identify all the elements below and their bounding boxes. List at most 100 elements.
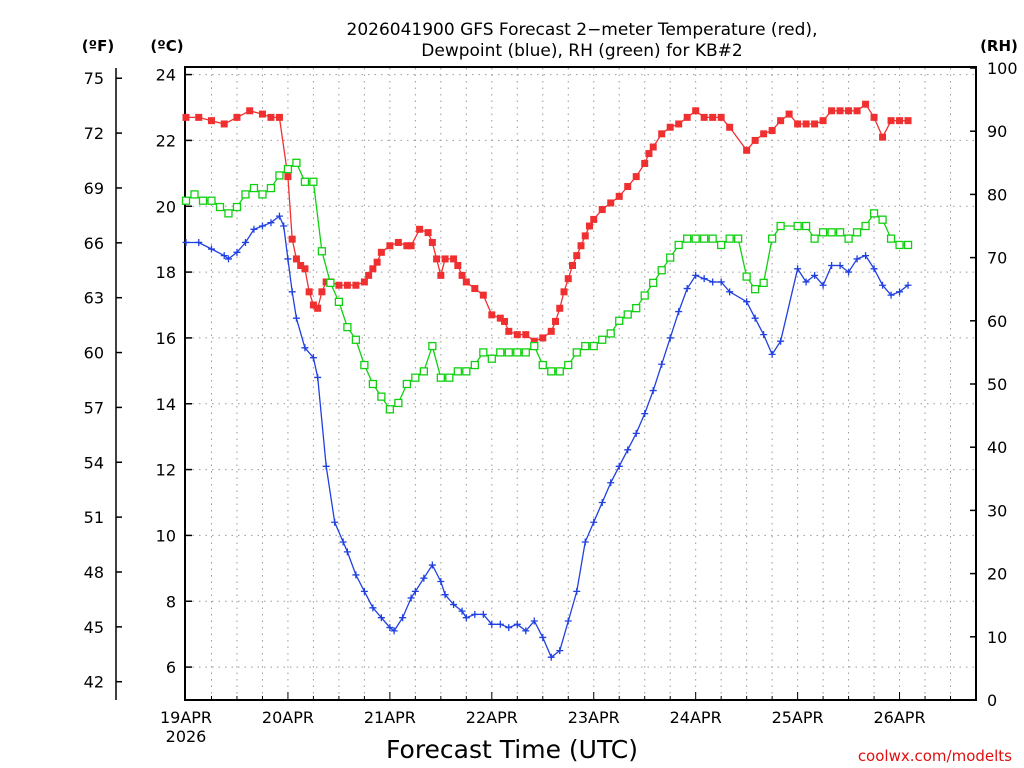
temperature-point [428,238,436,246]
temperature-point [403,242,411,250]
temperature-point [573,252,581,260]
dewpoint-point [530,617,538,625]
dewpoint-point [314,373,322,381]
temperature-point [373,258,381,266]
dewpoint-point [802,278,810,286]
dewpoint-point [352,571,360,579]
fahrenheit-tick-label: 48 [84,563,104,582]
dewpoint-point [887,291,895,299]
x-tick-label: 21APR [364,708,416,727]
chart-title-line-2: Dewpoint (blue), RH (green) for KB#2 [421,41,742,61]
rh-point [852,228,862,237]
dewpoint-point [420,574,428,582]
temperature-point [496,314,504,322]
dewpoint-point [573,587,581,595]
x-tick-label: 25APR [772,708,824,727]
rh-point [547,367,556,376]
dewpoint-point [505,624,513,632]
celsius-tick-label: 22 [156,131,176,150]
rh-point [708,234,717,243]
celsius-tick-label: 8 [166,592,176,611]
temperature-point [560,288,568,296]
temperature-point [649,143,657,151]
rh-point [470,360,479,370]
dewpoint-point [360,587,368,595]
temperature-point [743,146,751,154]
dewpoint-point [339,538,347,546]
temperature-point [416,225,424,233]
temperature-point [437,271,445,279]
rh-point [801,221,811,231]
dewpoint-point [794,265,802,273]
rh-point [700,234,709,243]
temperature-point [513,331,521,339]
rh-point [445,373,454,382]
rh-point [666,253,675,262]
rh-point [734,234,743,243]
temperature-point [645,150,653,158]
plot-frame [184,66,977,701]
rh-point [572,348,581,357]
fahrenheit-tick-label: 57 [84,398,104,417]
rh-point [895,240,904,250]
rh-point [436,373,445,382]
dewpoint-point [407,594,415,602]
dewpoint-point [513,620,521,628]
dewpoint-point [828,262,836,269]
fahrenheit-tick-label: 60 [84,344,104,363]
rh-point [258,190,267,199]
rh-point [861,221,870,231]
rh-point [683,234,692,243]
dewpoint-point [258,222,266,230]
temperature-point [301,265,309,273]
temperature-point [598,206,606,214]
temperature-point [335,281,343,289]
x-axis-label: Forecast Time (UTC) [386,735,638,764]
temperature-point [581,232,589,240]
rh-point [878,215,887,224]
temperature-point [182,113,190,121]
rh-point [776,221,785,231]
temperature-point [377,248,385,256]
temperature-point [556,304,564,312]
rh-point [496,348,505,357]
temperature-point [233,113,241,121]
temperature-point [658,130,666,138]
rh-point [462,367,471,376]
x-tick-label: 26APR [874,708,926,727]
dewpoint-point [700,275,708,283]
rh-point [725,234,734,243]
temperature-point [870,113,878,121]
temperature-point [632,173,640,181]
celsius-unit-label: (ºC) [150,37,183,55]
dewpoint-point [275,212,283,220]
dewpoint-point [220,252,228,260]
temperature-point [267,113,275,121]
fahrenheit-tick-label: 45 [84,618,104,637]
dewpoint-point [556,647,564,655]
temperature-point [879,133,887,141]
rh-point [555,367,564,376]
dewpoint-point [539,633,547,641]
rh-point [759,278,768,288]
temperature-point [683,113,691,121]
rh-line [185,161,908,411]
rh-point [394,398,403,408]
dewpoint-point [233,248,241,256]
rh-tick-label: 30 [987,501,1007,520]
temperature-point [904,117,912,125]
rh-point [275,171,284,180]
celsius-tick-label: 18 [156,263,176,282]
dewpoint-point [590,518,598,526]
dewpoint-point [369,604,377,612]
rh-point [623,310,632,319]
temperature-point [552,317,560,325]
dewpoint-point [819,281,827,289]
dewpoint-point [462,614,470,622]
temperature-point [220,120,228,128]
temperature-point [785,110,793,118]
rh-point [215,202,225,212]
rh-tick-label: 80 [987,185,1007,204]
credit-text: coolwx.com/modelts [858,747,1012,765]
dewpoint-point [743,298,751,306]
